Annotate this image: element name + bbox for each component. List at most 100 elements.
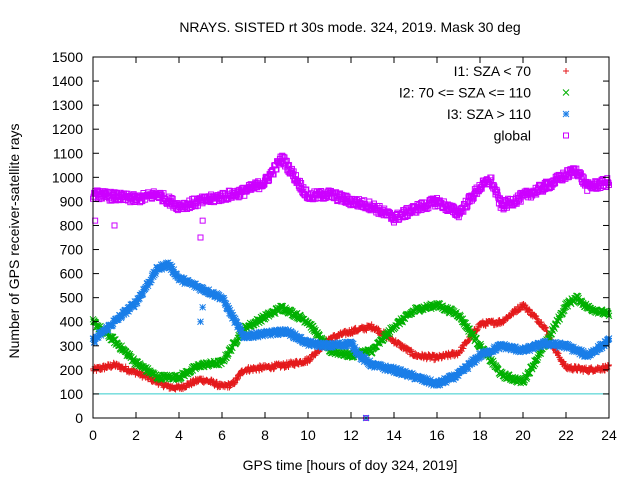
outlier-point bbox=[197, 318, 204, 326]
data-point bbox=[533, 356, 541, 364]
axes: 0100200300400500600700800900100011001200… bbox=[52, 49, 617, 443]
outlier-point bbox=[199, 303, 207, 311]
data-point bbox=[144, 282, 152, 290]
data-point bbox=[203, 287, 210, 294]
data-point bbox=[466, 361, 474, 369]
data-point bbox=[191, 283, 198, 291]
data-point bbox=[248, 329, 256, 336]
data-point bbox=[161, 264, 169, 271]
data-point bbox=[423, 375, 431, 382]
data-point bbox=[477, 340, 484, 348]
data-point bbox=[473, 335, 480, 342]
data-point bbox=[378, 361, 385, 369]
data-point bbox=[460, 345, 467, 352]
y-tick-label: 400 bbox=[60, 314, 84, 330]
data-point bbox=[520, 378, 528, 386]
data-point bbox=[322, 194, 329, 201]
data-point bbox=[439, 379, 447, 387]
data-point bbox=[512, 343, 519, 351]
data-point bbox=[579, 173, 586, 180]
data-point bbox=[361, 354, 369, 362]
data-point bbox=[120, 311, 128, 318]
legend-label: global bbox=[494, 128, 531, 144]
data-point bbox=[496, 196, 503, 203]
x-tick-label: 18 bbox=[472, 427, 488, 443]
y-tick-label: 1400 bbox=[52, 73, 83, 89]
data-point bbox=[236, 371, 243, 378]
data-point bbox=[365, 359, 373, 367]
data-point bbox=[533, 313, 540, 320]
data-point bbox=[210, 288, 217, 296]
data-point bbox=[492, 347, 500, 354]
x-axis-label: GPS time [hours of doy 324, 2019] bbox=[243, 457, 458, 473]
y-tick-label: 200 bbox=[60, 362, 84, 378]
data-point bbox=[488, 174, 495, 181]
data-point bbox=[389, 336, 396, 343]
data-point bbox=[538, 319, 545, 326]
data-point bbox=[423, 206, 430, 213]
y-tick-label: 1000 bbox=[52, 169, 83, 185]
x-tick-label: 14 bbox=[386, 427, 402, 443]
data-point bbox=[133, 299, 141, 307]
data-point bbox=[148, 276, 155, 284]
data-point bbox=[603, 341, 611, 348]
y-tick-label: 600 bbox=[60, 266, 84, 282]
data-point bbox=[220, 357, 228, 365]
x-tick-label: 4 bbox=[175, 427, 183, 443]
data-point bbox=[226, 306, 234, 314]
data-point bbox=[224, 352, 232, 359]
data-point bbox=[173, 271, 181, 278]
data-point bbox=[99, 329, 107, 337]
chart-title: NRAYS. SISTED rt 30s mode. 324, 2019. Ma… bbox=[179, 19, 520, 35]
data-point bbox=[292, 172, 299, 179]
series-3 bbox=[90, 152, 612, 226]
data-points bbox=[89, 152, 613, 422]
y-tick-label: 300 bbox=[60, 338, 84, 354]
y-tick-label: 100 bbox=[60, 386, 84, 402]
data-point bbox=[408, 348, 415, 355]
data-point bbox=[270, 309, 278, 317]
data-point bbox=[265, 178, 272, 185]
data-point bbox=[393, 365, 401, 372]
data-point bbox=[139, 290, 147, 298]
data-point bbox=[158, 266, 166, 273]
x-tick-label: 22 bbox=[558, 427, 574, 443]
data-point bbox=[333, 342, 341, 350]
y-tick-label: 1100 bbox=[53, 145, 83, 161]
data-point bbox=[234, 375, 241, 382]
data-point bbox=[146, 278, 154, 286]
data-point bbox=[489, 357, 497, 365]
data-point bbox=[351, 343, 359, 351]
outlier-point bbox=[111, 222, 118, 229]
data-point bbox=[368, 321, 375, 328]
data-point bbox=[104, 326, 112, 334]
data-point bbox=[152, 270, 159, 278]
data-point bbox=[210, 377, 217, 384]
legend: I1: SZA < 70 I2: 70 <= SZA <= 110 I3: SZA … bbox=[399, 63, 570, 144]
data-point bbox=[109, 320, 117, 328]
legend-label: I3: SZA > 110 bbox=[447, 106, 531, 122]
legend-marker bbox=[563, 68, 569, 74]
y-tick-label: 1500 bbox=[52, 49, 83, 65]
data-point bbox=[570, 343, 577, 351]
data-point bbox=[261, 181, 268, 188]
data-point bbox=[125, 308, 132, 315]
y-tick-label: 0 bbox=[75, 410, 83, 426]
data-point bbox=[266, 177, 273, 184]
series-2 bbox=[89, 259, 613, 389]
data-point bbox=[542, 324, 549, 331]
y-tick-label: 900 bbox=[60, 193, 84, 209]
data-point bbox=[224, 302, 232, 310]
x-tick-label: 10 bbox=[300, 427, 316, 443]
y-tick-label: 700 bbox=[60, 242, 84, 258]
data-point bbox=[526, 369, 534, 377]
data-point bbox=[261, 332, 269, 339]
legend-label: I1: SZA < 70 bbox=[454, 63, 532, 79]
data-point bbox=[130, 303, 138, 310]
data-point bbox=[307, 356, 314, 363]
data-point bbox=[552, 338, 560, 346]
y-tick-label: 500 bbox=[60, 290, 84, 306]
data-point bbox=[363, 327, 370, 334]
data-point bbox=[363, 356, 370, 364]
data-point bbox=[273, 327, 281, 335]
